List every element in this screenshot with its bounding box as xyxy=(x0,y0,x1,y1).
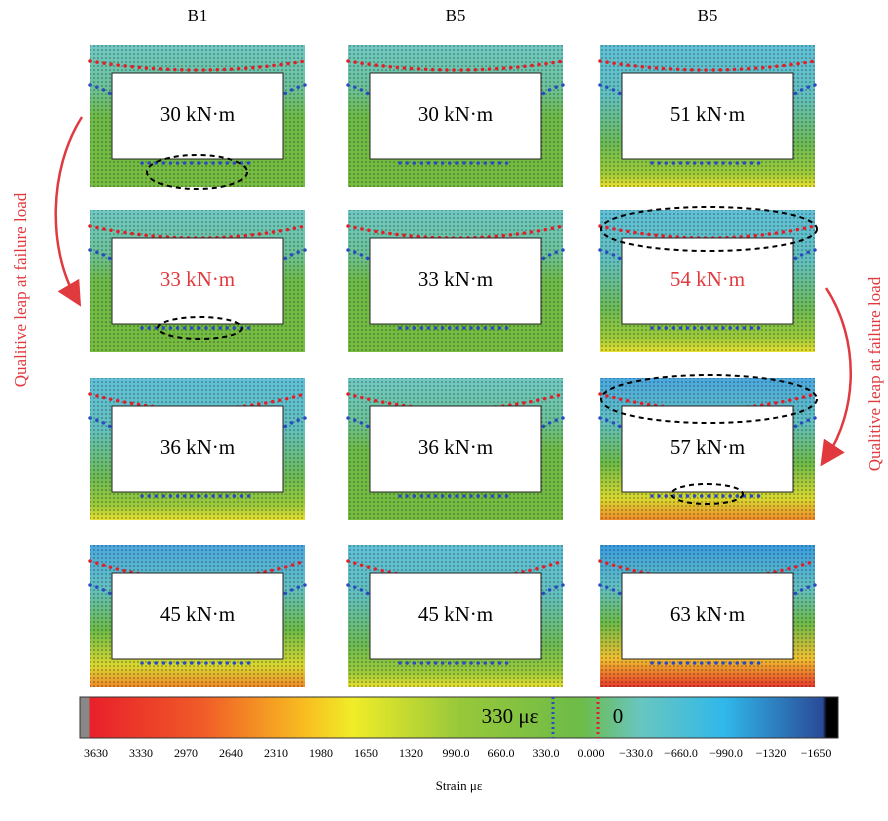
tension-contour xyxy=(88,59,307,72)
strain-contour xyxy=(88,83,307,165)
strain-contour xyxy=(346,416,565,498)
ellipse xyxy=(600,206,818,252)
colorbar-tick-label: 2640 xyxy=(219,746,243,760)
colorbar-tick-label: 990.0 xyxy=(443,746,470,760)
opening xyxy=(111,72,284,160)
ellipse xyxy=(670,483,744,505)
tension-contour xyxy=(346,392,565,411)
strain-contour xyxy=(346,583,565,665)
moment-label: 30 kN·m xyxy=(160,102,235,126)
colorbar-tick-label: 2310 xyxy=(264,746,288,760)
tension-contour xyxy=(346,224,565,240)
marker-label: 330 με xyxy=(482,704,539,728)
colorbar-title: Strain με xyxy=(436,778,483,793)
ellipse xyxy=(600,374,818,424)
moment-label: 54 kN·m xyxy=(670,267,745,291)
colorbar-tick-label: 1320 xyxy=(399,746,423,760)
moment-label: 30 kN·m xyxy=(418,102,493,126)
strain-contour xyxy=(88,583,307,665)
arrow xyxy=(54,116,84,307)
moment-label: 36 kN·m xyxy=(418,435,493,459)
colorbar-tick-label: 0.000 xyxy=(578,746,605,760)
opening xyxy=(369,572,542,660)
moment-label: 45 kN·m xyxy=(160,602,235,626)
strain-panel: 36 kN·m xyxy=(88,378,307,520)
strain-panel: 30 kN·m xyxy=(346,45,565,187)
panels: B1 B5 B5 30 kN·m 30 kN·m 51 kN·m 33 kN·m 33 kN·… xyxy=(88,6,817,687)
strain-contour xyxy=(346,248,565,330)
tension-contour xyxy=(598,392,817,411)
strain-panel: 30 kN·m xyxy=(88,45,307,187)
colorbar-tick-label: 1650 xyxy=(354,746,378,760)
moment-label: 36 kN·m xyxy=(160,435,235,459)
opening xyxy=(111,405,284,493)
ellipse xyxy=(157,316,243,340)
marker-label: 0 xyxy=(613,704,624,728)
colorbar-tick-label: −330.0 xyxy=(619,746,653,760)
tension-contour xyxy=(346,59,565,72)
column-header: B1 xyxy=(188,6,208,25)
ellipse xyxy=(146,154,248,190)
strain-panel: 57 kN·m xyxy=(598,378,817,520)
annotation: Qualitive leap at failure load xyxy=(11,192,30,387)
opening xyxy=(369,237,542,325)
strain-panel: 63 kN·m xyxy=(598,545,817,687)
colorbar-tick-label: −660.0 xyxy=(664,746,698,760)
strain-contour xyxy=(346,83,565,165)
moment-label: 51 kN·m xyxy=(670,102,745,126)
colorbar-tick-label: 330.0 xyxy=(533,746,560,760)
strain-panel: 36 kN·m xyxy=(346,378,565,520)
tension-contour xyxy=(598,559,817,581)
moment-label: 33 kN·m xyxy=(418,267,493,291)
tension-contour xyxy=(598,224,817,240)
opening xyxy=(369,72,542,160)
opening xyxy=(111,572,284,660)
strain-panel: 33 kN·m xyxy=(346,210,565,352)
colorbar xyxy=(79,696,839,739)
moment-label: 45 kN·m xyxy=(418,602,493,626)
strain-contour xyxy=(88,416,307,498)
tension-contour xyxy=(88,392,307,411)
moment-label: 33 kN·m xyxy=(160,267,235,291)
annotation: Qualitive leap at failure load xyxy=(865,276,884,471)
moment-label: 63 kN·m xyxy=(670,602,745,626)
strain-panel: 45 kN·m xyxy=(88,545,307,687)
tension-contour xyxy=(88,559,307,581)
arrow xyxy=(820,287,852,467)
colorbar-tick-label: 660.0 xyxy=(488,746,515,760)
opening xyxy=(621,237,794,325)
colorbar-tick-label: 1980 xyxy=(309,746,333,760)
tension-contour xyxy=(88,224,307,240)
column-header: B5 xyxy=(698,6,718,25)
strain-panel: 51 kN·m xyxy=(598,45,817,187)
colorbar-tick-label: 2970 xyxy=(174,746,198,760)
strain-panel: 45 kN·m xyxy=(346,545,565,687)
strain-contour xyxy=(598,416,817,498)
tension-contour xyxy=(598,59,817,72)
colorbar-ticks: 3630 3330 2970 2640 2310 1980 1650 1320 990.0 660… xyxy=(84,746,831,760)
strain-contour xyxy=(598,248,817,330)
column-header: B5 xyxy=(446,6,466,25)
opening xyxy=(369,405,542,493)
moment-label: 57 kN·m xyxy=(670,435,745,459)
strain-panel: 33 kN·m xyxy=(88,210,307,352)
colorbar-tick-label: −1320 xyxy=(756,746,787,760)
highlight-ellipses xyxy=(146,154,818,505)
strain-contour xyxy=(598,583,817,665)
colorbar-tick-label: 3330 xyxy=(129,746,153,760)
strain-panel: 54 kN·m xyxy=(598,210,817,352)
strain-contour xyxy=(598,83,817,165)
colorbar-tick-label: 3630 xyxy=(84,746,108,760)
colorbar-tick-label: −990.0 xyxy=(709,746,743,760)
opening xyxy=(621,72,794,160)
strain-contour xyxy=(88,248,307,330)
opening xyxy=(621,572,794,660)
opening xyxy=(111,237,284,325)
colorbar-tick-label: −1650 xyxy=(801,746,832,760)
tension-contour xyxy=(346,559,565,581)
